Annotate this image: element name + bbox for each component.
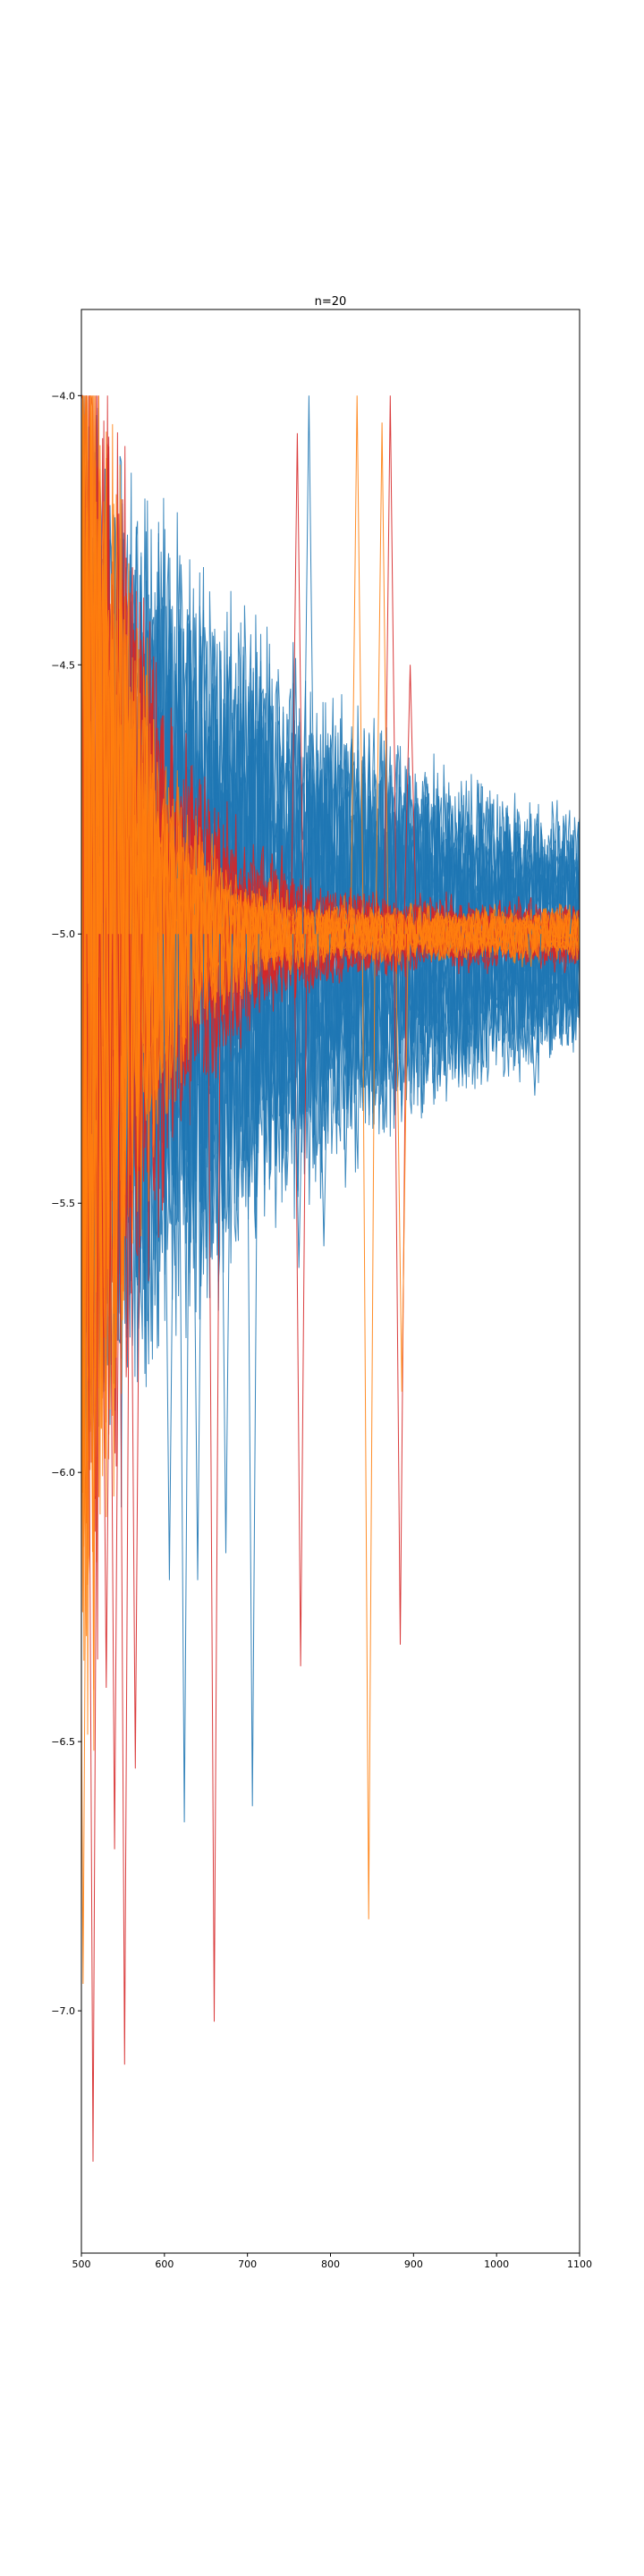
- spike-orange-16: [394, 934, 409, 1392]
- spike-red-2: [117, 934, 131, 2065]
- spike-orange-13: [81, 934, 90, 1985]
- y-tick-label: −5.5: [51, 1198, 75, 1209]
- spike-layer: [81, 395, 580, 2162]
- y-tick-label: −5.0: [51, 928, 75, 940]
- y-tick-label: −7.0: [51, 2005, 75, 2017]
- spike-blue-18: [245, 934, 259, 1807]
- spike-red-11: [403, 665, 418, 935]
- spike-blue-20: [191, 934, 205, 1580]
- series-line-blue-10: [81, 452, 580, 1387]
- x-tick-label: 900: [404, 2258, 423, 2270]
- x-tick-label: 1100: [567, 2258, 592, 2270]
- y-tick-label: −6.5: [51, 1736, 75, 1748]
- spike-red-7: [128, 934, 142, 1769]
- spike-red-4: [293, 934, 308, 1666]
- x-axis: 500 600 700 800 900 1000 1100: [72, 2253, 592, 2270]
- plot-frame: [80, 309, 580, 2254]
- spike-blue-21: [219, 934, 233, 1554]
- series-layer: [81, 394, 580, 1751]
- y-tick-label: −4.0: [51, 390, 75, 402]
- spike-blue-19: [162, 934, 176, 1580]
- spike-red-1: [86, 934, 100, 2162]
- x-tick-label: 600: [155, 2258, 174, 2270]
- spike-blue-25: [528, 934, 542, 1096]
- y-axis: −7.0 −6.5 −6.0 −5.5 −5.0 −4.5 −4.0: [51, 390, 81, 2017]
- x-tick-label: 800: [321, 2258, 340, 2270]
- series-line-orange-40: [81, 395, 580, 1518]
- spike-red-9: [290, 433, 304, 935]
- y-tick-label: −6.0: [51, 1467, 75, 1479]
- spike-orange-14: [350, 395, 364, 935]
- spike-blue-26: [569, 852, 580, 935]
- spike-red-5: [394, 934, 407, 1645]
- x-tick-label: 500: [72, 2258, 91, 2270]
- spike-red-3: [208, 934, 221, 2022]
- spike-blue-23: [292, 934, 306, 1268]
- chart-title: n=20: [315, 295, 347, 309]
- spike-orange-15: [375, 422, 389, 935]
- spike-red-6: [107, 934, 122, 1850]
- spike-blue-22: [301, 395, 316, 935]
- y-tick-label: −4.5: [51, 659, 75, 671]
- x-tick-label: 700: [238, 2258, 257, 2270]
- x-tick-label: 1000: [484, 2258, 509, 2270]
- spike-orange-12: [361, 934, 376, 1919]
- spike-blue-17: [177, 934, 191, 1823]
- spike-blue-24: [317, 934, 331, 1247]
- spike-red-8: [99, 934, 114, 1689]
